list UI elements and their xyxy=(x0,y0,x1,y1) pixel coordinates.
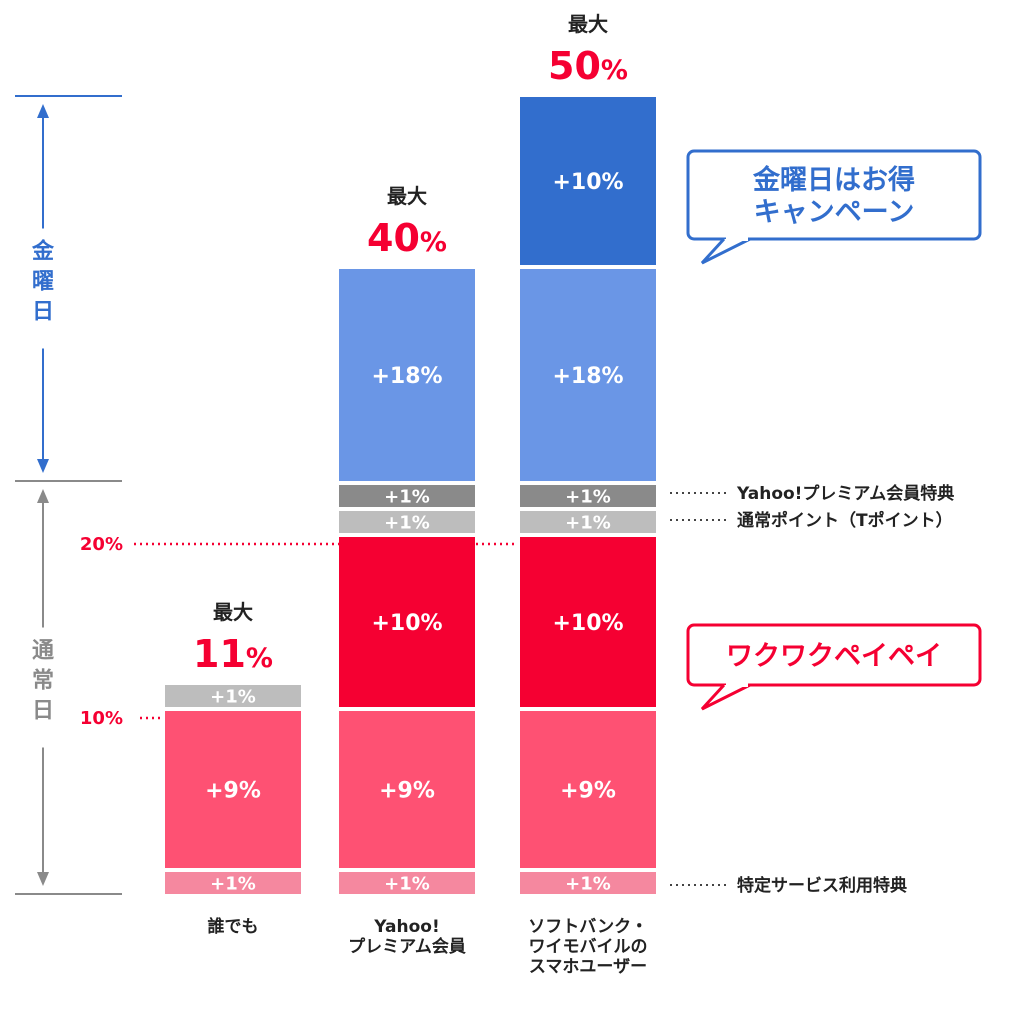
reference-lines: 10% 20% xyxy=(80,534,515,729)
bar-value-label: +1% xyxy=(384,512,430,533)
friday-callout-text: キャンペーン xyxy=(754,197,915,228)
bar-value-label: +1% xyxy=(565,486,611,507)
category-label: ワイモバイルの xyxy=(529,937,648,957)
bar-value-label: +9% xyxy=(205,778,261,803)
bar-value-label: +9% xyxy=(560,778,616,803)
bar-segment xyxy=(520,97,656,265)
total-prefix: 最大 xyxy=(568,12,608,36)
bar-segment xyxy=(339,485,475,507)
bar-value-label: +1% xyxy=(384,486,430,507)
arrow-down-icon xyxy=(37,872,49,886)
note-label: 特定サービス利用特典 xyxy=(737,875,907,896)
bar-segment xyxy=(339,537,475,707)
category-label: Yahoo! xyxy=(373,917,439,937)
bar-value-label: +1% xyxy=(210,686,256,707)
bar-segment xyxy=(165,685,301,707)
bar-segment xyxy=(339,511,475,533)
category-label: ソフトバンク・ xyxy=(528,917,648,937)
reference-label: 20% xyxy=(80,534,123,555)
bar-segment xyxy=(339,711,475,868)
friday-range-label: 日 xyxy=(32,300,54,325)
callout-bubble xyxy=(686,623,982,687)
normal-range-label: 常 xyxy=(32,668,54,694)
category-label: 誰でも xyxy=(208,916,259,937)
bar-segment xyxy=(520,537,656,707)
bar-value-label: +18% xyxy=(552,364,623,389)
total-prefix: 最大 xyxy=(213,600,253,624)
bar-value-label: +1% xyxy=(565,873,611,894)
bar-segment xyxy=(520,711,656,868)
reference-label: 10% xyxy=(80,708,123,729)
category-label: プレミアム会員 xyxy=(348,936,466,957)
total-value: 11% xyxy=(193,632,273,676)
friday-range-label: 金 xyxy=(31,239,55,265)
bar-segment xyxy=(520,269,656,481)
bar-value-label: +1% xyxy=(384,873,430,894)
total-value: 50% xyxy=(548,44,628,88)
category-label: スマホユーザー xyxy=(529,957,647,977)
arrow-down-icon xyxy=(37,459,49,473)
note-label: 通常ポイント（Tポイント） xyxy=(737,510,953,531)
bar-value-label: +18% xyxy=(371,364,442,389)
friday-range-label: 曜 xyxy=(32,270,54,295)
bar-value-label: +10% xyxy=(552,170,623,195)
bar-segment xyxy=(520,511,656,533)
bar-segment xyxy=(520,485,656,507)
bar-segment xyxy=(165,872,301,894)
bar-totals: 最大 11% 最大 40% 最大 50% xyxy=(193,12,628,676)
bar-value-label: +10% xyxy=(552,611,623,636)
bar-segment xyxy=(520,872,656,894)
arrow-up-icon xyxy=(37,104,49,118)
normal-callout-text: ワクワクペイペイ xyxy=(726,641,942,672)
bar-segment xyxy=(339,872,475,894)
arrow-up-icon xyxy=(37,489,49,503)
bar-value-label: +9% xyxy=(379,778,435,803)
total-value: 40% xyxy=(367,216,447,260)
bar-stacks: +1% +9% +1% +1% +9% +10% +1% +1% +18% +1% +9% +10% +… xyxy=(165,97,656,894)
bar-segment xyxy=(165,711,301,868)
bar-value-label: +1% xyxy=(210,873,256,894)
bar-value-label: +10% xyxy=(371,611,442,636)
callout-bubble xyxy=(686,149,982,241)
friday-callout-text: 金曜日はお得 xyxy=(752,164,915,196)
normal-range-label: 通 xyxy=(32,639,54,664)
bar-segment xyxy=(339,269,475,481)
callout-tail xyxy=(700,237,751,265)
total-prefix: 最大 xyxy=(387,184,427,208)
bar-value-label: +1% xyxy=(565,512,611,533)
normal-range-label: 日 xyxy=(32,699,54,724)
callout-tail xyxy=(700,683,751,711)
note-label: Yahoo!プレミアム会員特典 xyxy=(736,483,954,504)
